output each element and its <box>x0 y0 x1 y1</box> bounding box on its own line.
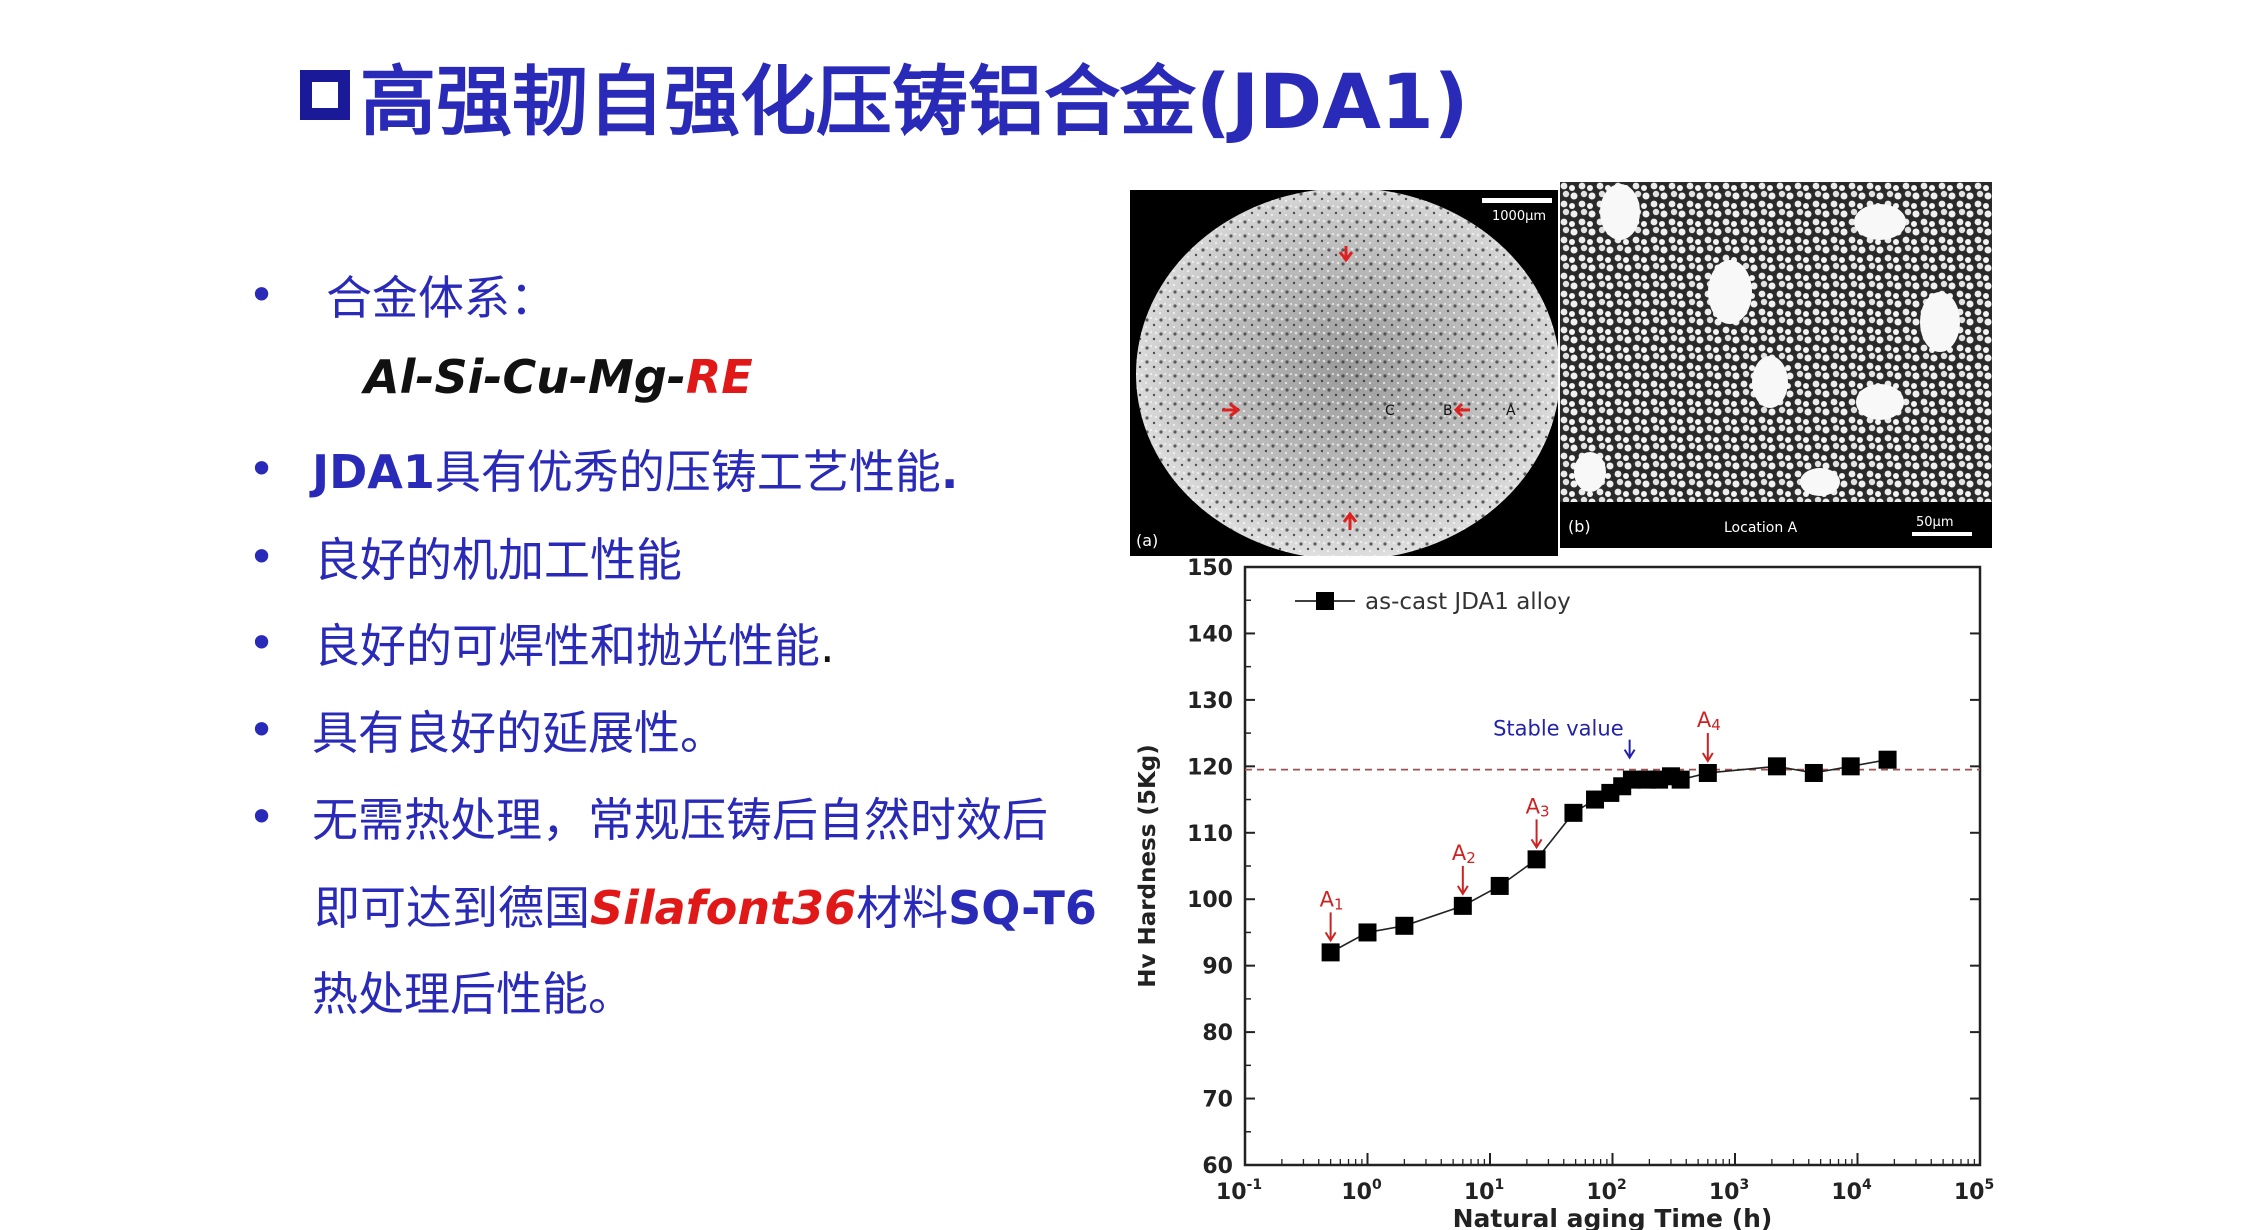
location-label-b: Location A <box>1724 520 1798 536</box>
data-point <box>1622 770 1641 789</box>
x-tick-label: 105 <box>1954 1177 1994 1205</box>
bullet-no-heat-treat-l1: 无需热处理，常规压铸后自然时效后 <box>312 793 1048 847</box>
data-point <box>1358 923 1377 942</box>
y-tick-label: 90 <box>1202 955 1233 980</box>
data-point <box>1586 790 1605 809</box>
panel-label-a: (a) <box>1136 531 1158 550</box>
data-point <box>1321 943 1340 962</box>
annotation-arrowhead <box>1324 931 1337 943</box>
location-letter-b: B <box>1443 403 1453 419</box>
micrograph-b-image: (b) Location A 50μm <box>1560 182 1992 548</box>
x-tick-label: 103 <box>1709 1177 1749 1205</box>
data-point <box>1490 876 1509 895</box>
bullet-dot-icon: • <box>248 530 276 584</box>
scale-label-a: 1000μm <box>1492 209 1546 224</box>
chart-axes <box>1243 565 1982 1167</box>
alloy-formula-re: RE <box>685 350 753 404</box>
bullet-no-heat-treat-l2: 即可达到德国Silafont36材料SQ-T6 <box>314 872 1097 938</box>
chart-series <box>1321 750 1897 962</box>
alloy-formula-main: Al-Si-Cu-Mg- <box>364 350 686 404</box>
y-tick-label: 110 <box>1187 822 1233 847</box>
bullet-period: . <box>940 445 959 499</box>
hardness-chart: 60 70 80 90 100 110 120 130 140 150 10-1 100 101 102 1… <box>1135 556 1994 1230</box>
legend-marker <box>1316 592 1334 610</box>
data-point <box>1395 916 1414 935</box>
bullet-no-heat-treat-l3: 热处理后性能。 <box>312 967 634 1021</box>
x-tick-label: 100 <box>1341 1177 1382 1205</box>
square-bullet-icon <box>300 70 350 120</box>
y-tick-label: 140 <box>1187 622 1233 647</box>
y-tick-label: 100 <box>1187 888 1233 913</box>
x-tick-label: 104 <box>1831 1177 1872 1205</box>
location-letter-a: A <box>1506 403 1516 419</box>
micrograph-a: 1000μm (a) C B A <box>1130 190 1558 556</box>
welding-text: 良好的可焊性和抛光性能 <box>314 619 820 673</box>
y-tick-label: 80 <box>1202 1021 1233 1046</box>
die-casting-text: 具有优秀的压铸工艺性能 <box>434 445 941 499</box>
data-point <box>1671 770 1690 789</box>
data-point <box>1698 763 1717 782</box>
micrograph-a-image: 1000μm (a) C B A <box>1136 190 1558 556</box>
data-point <box>1527 850 1546 869</box>
bullet-machining: 良好的机加工性能 <box>314 533 682 587</box>
annotation-arrowhead <box>1456 885 1469 896</box>
stable-value-label: Stable value <box>1493 717 1624 741</box>
slide-title: 高强韧自强化压铸铝合金(JDA1) <box>300 40 1469 150</box>
plot-frame <box>1243 565 1982 1167</box>
annotation-arrowhead <box>1530 838 1543 850</box>
y-tick-label: 120 <box>1187 755 1233 780</box>
micrograph-b: (b) Location A 50μm <box>1560 182 1992 548</box>
panel-label-b: (b) <box>1568 517 1591 536</box>
legend-label: as-cast JDA1 alloy <box>1365 589 1571 615</box>
x-axis-label: Natural aging Time (h) <box>1453 1204 1773 1230</box>
y-tick-label: 150 <box>1187 556 1233 581</box>
jda1-label: JDA1 <box>312 445 435 499</box>
alloy-formula: Al-Si-Cu-Mg-RE <box>364 350 753 404</box>
data-point <box>1804 763 1823 782</box>
x-tick-label: 101 <box>1464 1177 1504 1205</box>
bullet-ductility: 具有良好的延展性。 <box>312 706 726 760</box>
scale-label-b: 50μm <box>1916 515 1953 530</box>
annotation-label: A2 <box>1452 841 1476 867</box>
chart-legend: as-cast JDA1 alloy <box>1295 589 1571 615</box>
chart-ticks: 60 70 80 90 100 110 120 130 140 150 10-1 100 101 102 1… <box>1187 556 1994 1205</box>
y-tick-label: 60 <box>1202 1154 1233 1179</box>
chart-annotations: A1 A2 A3 A4 <box>1320 708 1721 943</box>
x-tick-label: 102 <box>1586 1177 1626 1205</box>
annotation-label: A3 <box>1526 794 1550 820</box>
data-point <box>1453 896 1472 915</box>
bullet-dot-icon: • <box>248 616 276 670</box>
y-axis-label: Hv Hardness (5Kg) <box>1135 744 1161 988</box>
bullet-die-casting: JDA1具有优秀的压铸工艺性能. <box>312 436 958 502</box>
bullet-dot-icon: • <box>248 442 276 496</box>
l2-prefix: 即可达到德国 <box>314 881 590 935</box>
annotation-label: A1 <box>1320 887 1344 913</box>
bullet-dot-icon: • <box>248 268 276 322</box>
l2-material: 材料 <box>856 881 949 935</box>
data-point <box>1767 757 1786 776</box>
y-tick-label: 130 <box>1187 689 1233 714</box>
data-point <box>1564 803 1583 822</box>
stable-arrowhead <box>1623 749 1636 760</box>
bullet-welding: 良好的可焊性和抛光性能. <box>314 610 835 676</box>
silafont-label: Silafont36 <box>590 881 857 935</box>
annotation-arrowhead <box>1701 752 1714 763</box>
bullet-dot-icon: • <box>248 790 276 844</box>
sq-t6-label: SQ-T6 <box>948 881 1097 935</box>
y-tick-label: 70 <box>1202 1088 1233 1113</box>
annotation-label: A4 <box>1697 708 1721 734</box>
bullet-dot-icon: • <box>248 703 276 757</box>
data-point <box>1841 757 1860 776</box>
data-point <box>1878 750 1897 769</box>
slide-title-text: 高强韧自强化压铸铝合金(JDA1) <box>360 57 1469 146</box>
location-letter-c: C <box>1385 403 1395 419</box>
bullet-period: . <box>820 619 835 673</box>
bullet-alloy-system: 合金体系： <box>326 271 556 325</box>
x-tick-label: 10-1 <box>1216 1177 1262 1205</box>
